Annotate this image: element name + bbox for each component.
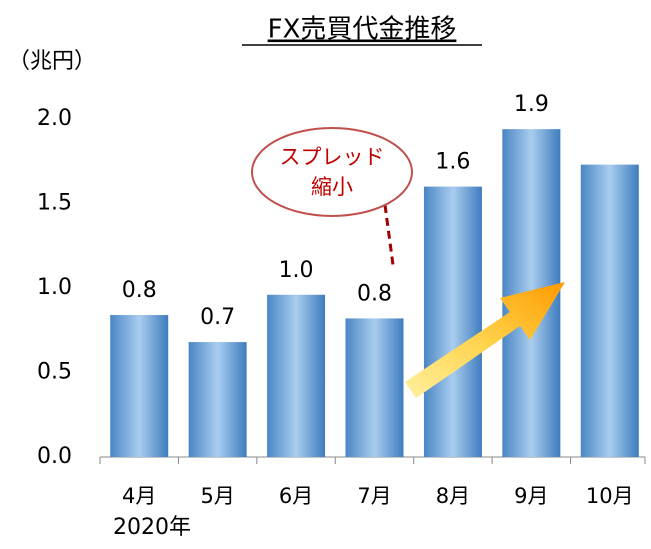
x-tick-label: 7月 — [357, 484, 391, 508]
y-tick-label: 0.0 — [37, 444, 72, 469]
x-tick-label: 6月 — [279, 484, 313, 508]
value-label: 0.8 — [122, 278, 157, 303]
callout-text: スプレッド — [280, 145, 385, 169]
bar — [267, 294, 326, 457]
bar — [580, 164, 639, 457]
y-axis-label: （兆円） — [8, 49, 96, 74]
x-tick-label: 5月 — [200, 484, 234, 508]
x-tick-label: 10月 — [586, 484, 634, 508]
value-label: 0.8 — [357, 281, 392, 306]
value-label: 1.6 — [435, 150, 470, 175]
bar — [345, 318, 404, 457]
y-tick-label: 0.5 — [37, 360, 72, 385]
x-tick-label: 8月 — [436, 484, 470, 508]
value-label: 0.7 — [200, 305, 235, 330]
value-label: 1.9 — [514, 92, 549, 117]
chart-title: FX売買代金推移 — [268, 15, 457, 45]
callout-line — [383, 204, 395, 266]
bar — [423, 186, 482, 457]
y-tick-label: 1.0 — [37, 275, 72, 300]
value-label: 1.0 — [279, 258, 314, 283]
x-sublabel: 2020年 — [113, 515, 191, 540]
bar — [110, 315, 169, 457]
x-tick-label: 4月 — [122, 484, 156, 508]
bar — [188, 342, 247, 457]
callout — [251, 127, 413, 217]
x-tick-label: 9月 — [514, 484, 548, 508]
trend-arrow — [405, 282, 565, 398]
callout-text: 縮小 — [311, 175, 353, 199]
y-tick-label: 2.0 — [37, 106, 72, 131]
y-tick-label: 1.5 — [37, 191, 72, 216]
